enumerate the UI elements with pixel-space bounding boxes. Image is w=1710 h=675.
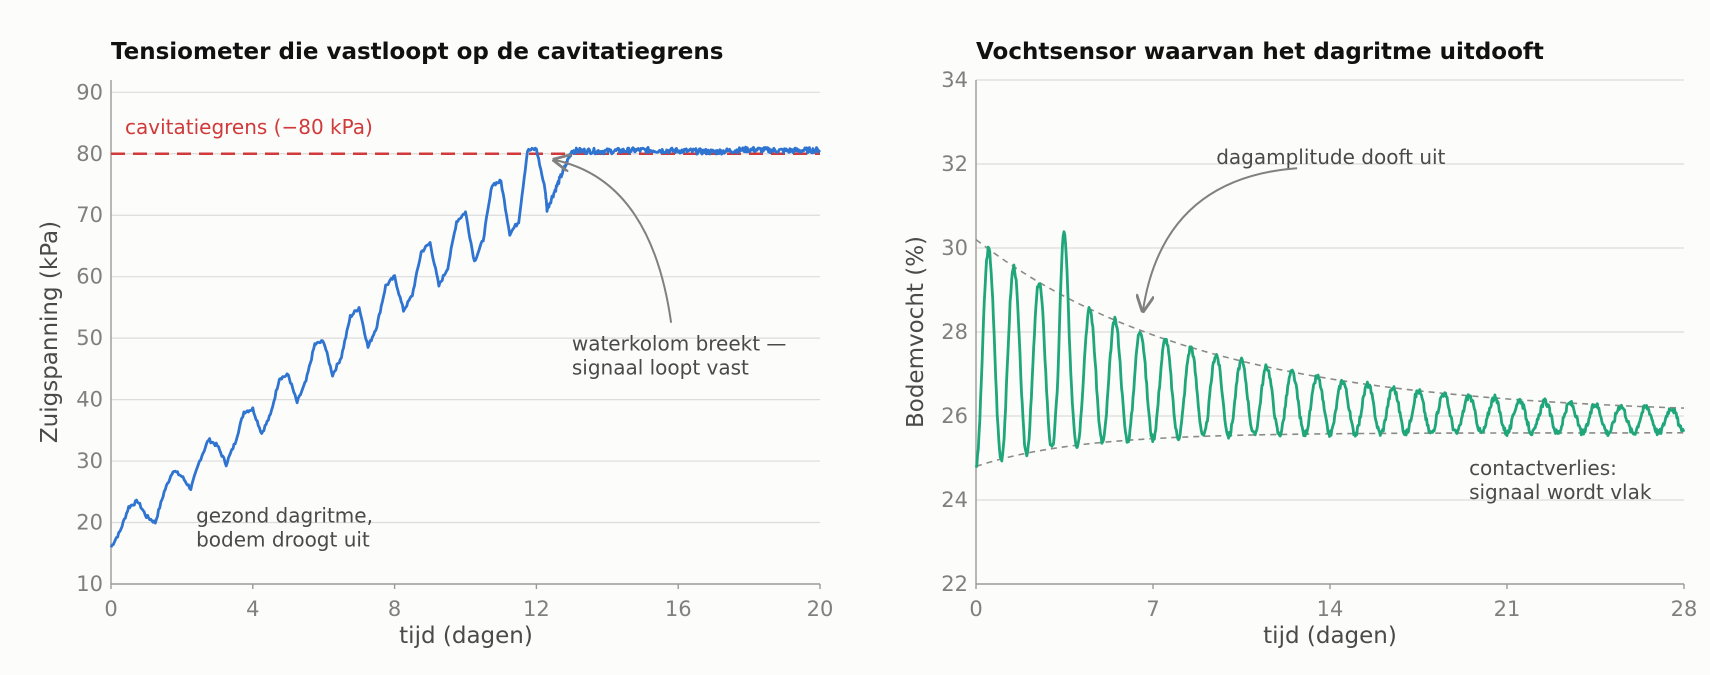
y-tick-label: 80 [76,142,103,166]
x-tick-label: 0 [969,597,982,621]
y-tick-label: 32 [941,152,968,176]
moisture-sensor-chart: Vochtsensor waarvan het dagritme uitdoof… [903,39,1697,649]
y-tick-label: 34 [941,68,968,92]
y-tick-label: 26 [941,404,968,428]
y-tick-label: 90 [76,80,103,104]
annotation-text: waterkolom breekt — [572,331,787,355]
y-axis-label: Zuigspanning (kPa) [37,221,63,443]
y-tick-label: 22 [941,572,968,596]
x-tick-label: 21 [1494,597,1521,621]
annotation-text: gezond dagritme, [196,504,373,528]
y-tick-label: 70 [76,203,103,227]
grid [111,91,820,524]
y-tick-label: 30 [941,236,968,260]
tick-labels: 22 24 26 28 30 32 34 0 7 14 21 28 [941,68,1697,621]
x-tick-label: 16 [665,597,692,621]
annotation-text: contactverlies: [1469,456,1617,480]
x-axis-label: tijd (dagen) [1263,623,1397,649]
y-tick-label: 20 [76,511,103,535]
tick-labels: 10 20 30 40 50 60 70 80 90 0 4 8 12 16 20 [76,80,833,621]
y-tick-label: 60 [76,265,103,289]
y-tick-label: 10 [76,572,103,596]
x-tick-label: 12 [523,597,550,621]
x-tick-label: 28 [1671,597,1698,621]
x-tick-label: 20 [807,597,834,621]
cavitation-limit-label: cavitatiegrens (−80 kPa) [125,115,373,139]
annotation-arrow [554,160,673,323]
x-tick-label: 0 [104,597,117,621]
annotations: dagamplitude dooft uit contactverlies:sig… [1143,145,1652,504]
annotation-arrow [1143,167,1298,311]
grid [976,79,1684,501]
y-tick-label: 28 [941,320,968,344]
annotation-text: bodem droogt uit [196,528,370,552]
x-tick-label: 7 [1146,597,1159,621]
series-line [974,230,1686,469]
x-tick-label: 4 [246,597,259,621]
tensiometer-chart: Tensiometer die vastloopt op de cavitati… [37,39,833,649]
x-tick-label: 8 [388,597,401,621]
annotation-text: signaal wordt vlak [1469,480,1652,504]
y-tick-label: 40 [76,388,103,412]
x-tick-label: 14 [1317,597,1344,621]
x-axis-label: tijd (dagen) [399,623,533,649]
series-line [109,145,822,548]
y-tick-label: 30 [76,449,103,473]
annotation-text: signaal loopt vast [572,355,749,379]
y-axis-label: Bodemvocht (%) [903,236,929,428]
y-tick-label: 50 [76,326,103,350]
chart-title: Tensiometer die vastloopt op de cavitati… [111,39,723,65]
annotation-text: dagamplitude dooft uit [1216,145,1445,169]
annotations: waterkolom breekt —signaal loopt vast gez… [196,160,786,552]
chart-title: Vochtsensor waarvan het dagritme uitdoof… [976,39,1544,65]
y-tick-label: 24 [941,488,968,512]
envelope-upper [975,238,1685,409]
